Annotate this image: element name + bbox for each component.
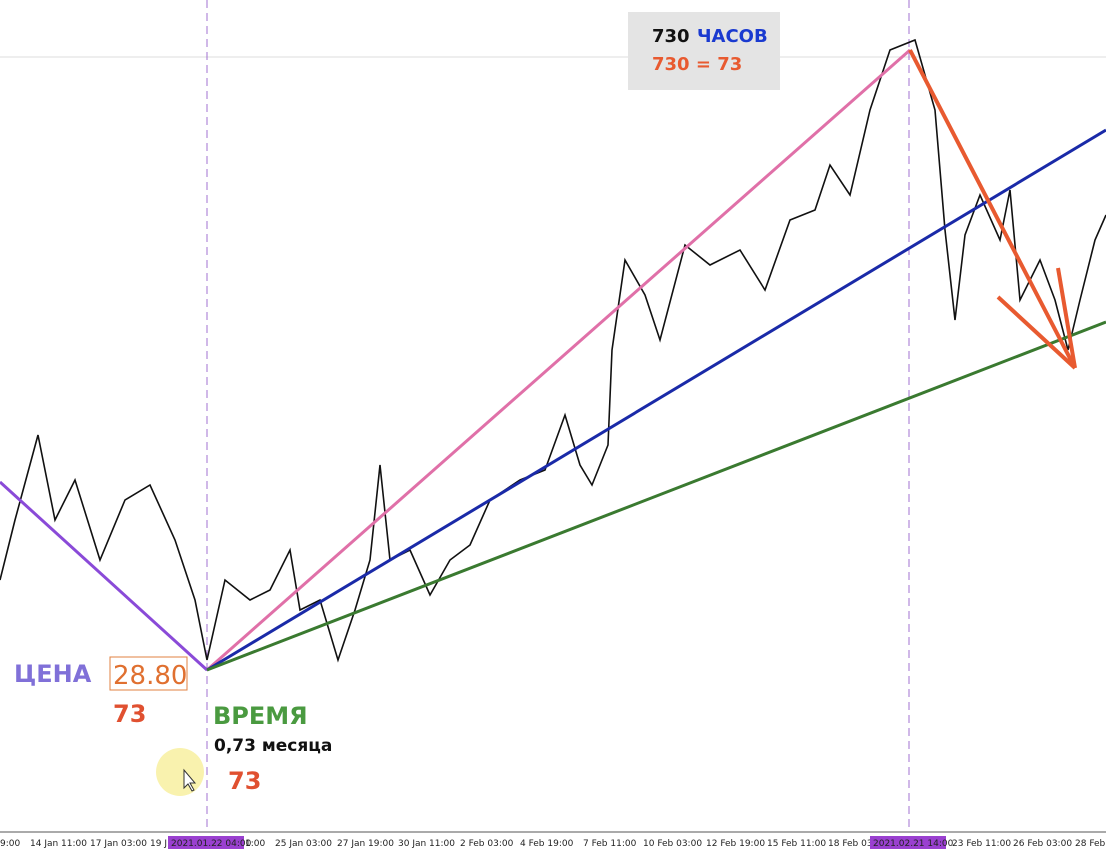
x-tick-label: 19 J [150, 839, 167, 849]
x-tick-label: 28 Feb [1075, 839, 1106, 849]
x-axis [0, 832, 1106, 854]
trend-line [206, 128, 1106, 672]
x-tick-label: 2 Feb 03:00 [460, 839, 514, 849]
price-num: 73 [113, 700, 146, 728]
x-tick-label: 9:00 [0, 839, 20, 849]
x-axis-labels: 9:00 14 Jan 11:00 17 Jan 03:00 19 J 1:00 25 J… [0, 836, 1106, 849]
price-value: 28.80 [113, 661, 187, 691]
x-tick-label: 10 Feb 03:00 [643, 839, 702, 849]
price-line [0, 38, 1106, 663]
hours: 730 [652, 26, 690, 47]
x-tick-label: 12 Feb 19:00 [706, 839, 765, 849]
price-label: ЦЕНА [14, 660, 92, 688]
hours-eq: 730 = 73 [652, 54, 742, 75]
cursor [183, 768, 197, 792]
x-tick-label: 18 Feb 03 [828, 839, 873, 849]
cursor-highlight [156, 748, 204, 796]
x-tick-label: 27 Jan 19:00 [337, 839, 394, 849]
x-tick-label: 23 Feb 11:00 [952, 839, 1011, 849]
time-label: ВРЕМЯ [213, 702, 308, 730]
highlight-box [168, 836, 244, 849]
x-tick-label-highlight: 2021.02.21 14:00 [873, 839, 954, 849]
hours-word: ЧАСОВ [697, 26, 768, 47]
arrow [908, 49, 1077, 369]
highlight-box [870, 836, 946, 849]
x-tick-label: 26 Feb 03:00 [1013, 839, 1072, 849]
trend-line [206, 320, 1106, 672]
trend-line [206, 48, 911, 672]
x-tick-label: 4 Feb 19:00 [520, 839, 574, 849]
arrow [1056, 267, 1077, 369]
x-tick-label-highlight: 2021.01.22 04:00 [171, 839, 252, 849]
x-tick-label: 30 Jan 11:00 [398, 839, 455, 849]
x-tick-label: 17 Jan 03:00 [90, 839, 147, 849]
x-tick-label: 7 Feb 11:00 [583, 839, 637, 849]
info-box [628, 12, 780, 90]
x-tick-label: 15 Feb 11:00 [767, 839, 826, 849]
trend-line [0, 480, 209, 672]
time-value: 0,73 месяца [214, 736, 332, 756]
arrow [996, 295, 1077, 370]
x-tick-label: 25 Jan 03:00 [275, 839, 332, 849]
x-tick-label: 1:00 [245, 839, 265, 849]
time-num: 73 [228, 767, 261, 795]
price-box [109, 656, 188, 691]
x-tick-label: 14 Jan 11:00 [30, 839, 87, 849]
